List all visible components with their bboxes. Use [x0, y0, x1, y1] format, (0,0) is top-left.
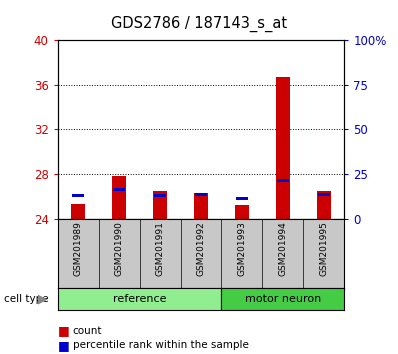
Text: GSM201993: GSM201993: [238, 221, 246, 276]
Text: GSM201989: GSM201989: [74, 221, 83, 276]
Bar: [195, 193, 207, 196]
Text: GDS2786 / 187143_s_at: GDS2786 / 187143_s_at: [111, 16, 287, 32]
Text: ■: ■: [58, 339, 70, 352]
Text: ▶: ▶: [38, 292, 48, 305]
Text: GSM201990: GSM201990: [115, 221, 124, 276]
Text: cell type: cell type: [4, 294, 49, 304]
Bar: [236, 197, 248, 200]
Text: percentile rank within the sample: percentile rank within the sample: [73, 340, 249, 350]
Bar: [235, 205, 249, 219]
Text: ■: ■: [58, 325, 70, 337]
Bar: [112, 176, 126, 219]
Text: count: count: [73, 326, 102, 336]
Bar: [277, 179, 289, 182]
Text: motor neuron: motor neuron: [245, 294, 321, 304]
Text: GSM201994: GSM201994: [278, 221, 287, 276]
Bar: [58, 288, 221, 310]
Text: GSM201991: GSM201991: [156, 221, 164, 276]
Bar: [71, 204, 85, 219]
Bar: [276, 77, 290, 219]
Bar: [153, 191, 167, 219]
Text: GSM201992: GSM201992: [197, 221, 205, 276]
Text: GSM201995: GSM201995: [319, 221, 328, 276]
Bar: [194, 193, 208, 219]
Text: reference: reference: [113, 294, 166, 304]
Bar: [317, 191, 331, 219]
Bar: [154, 194, 166, 197]
Bar: [318, 193, 330, 196]
Bar: [221, 288, 344, 310]
Bar: [113, 188, 125, 191]
Bar: [72, 194, 84, 197]
